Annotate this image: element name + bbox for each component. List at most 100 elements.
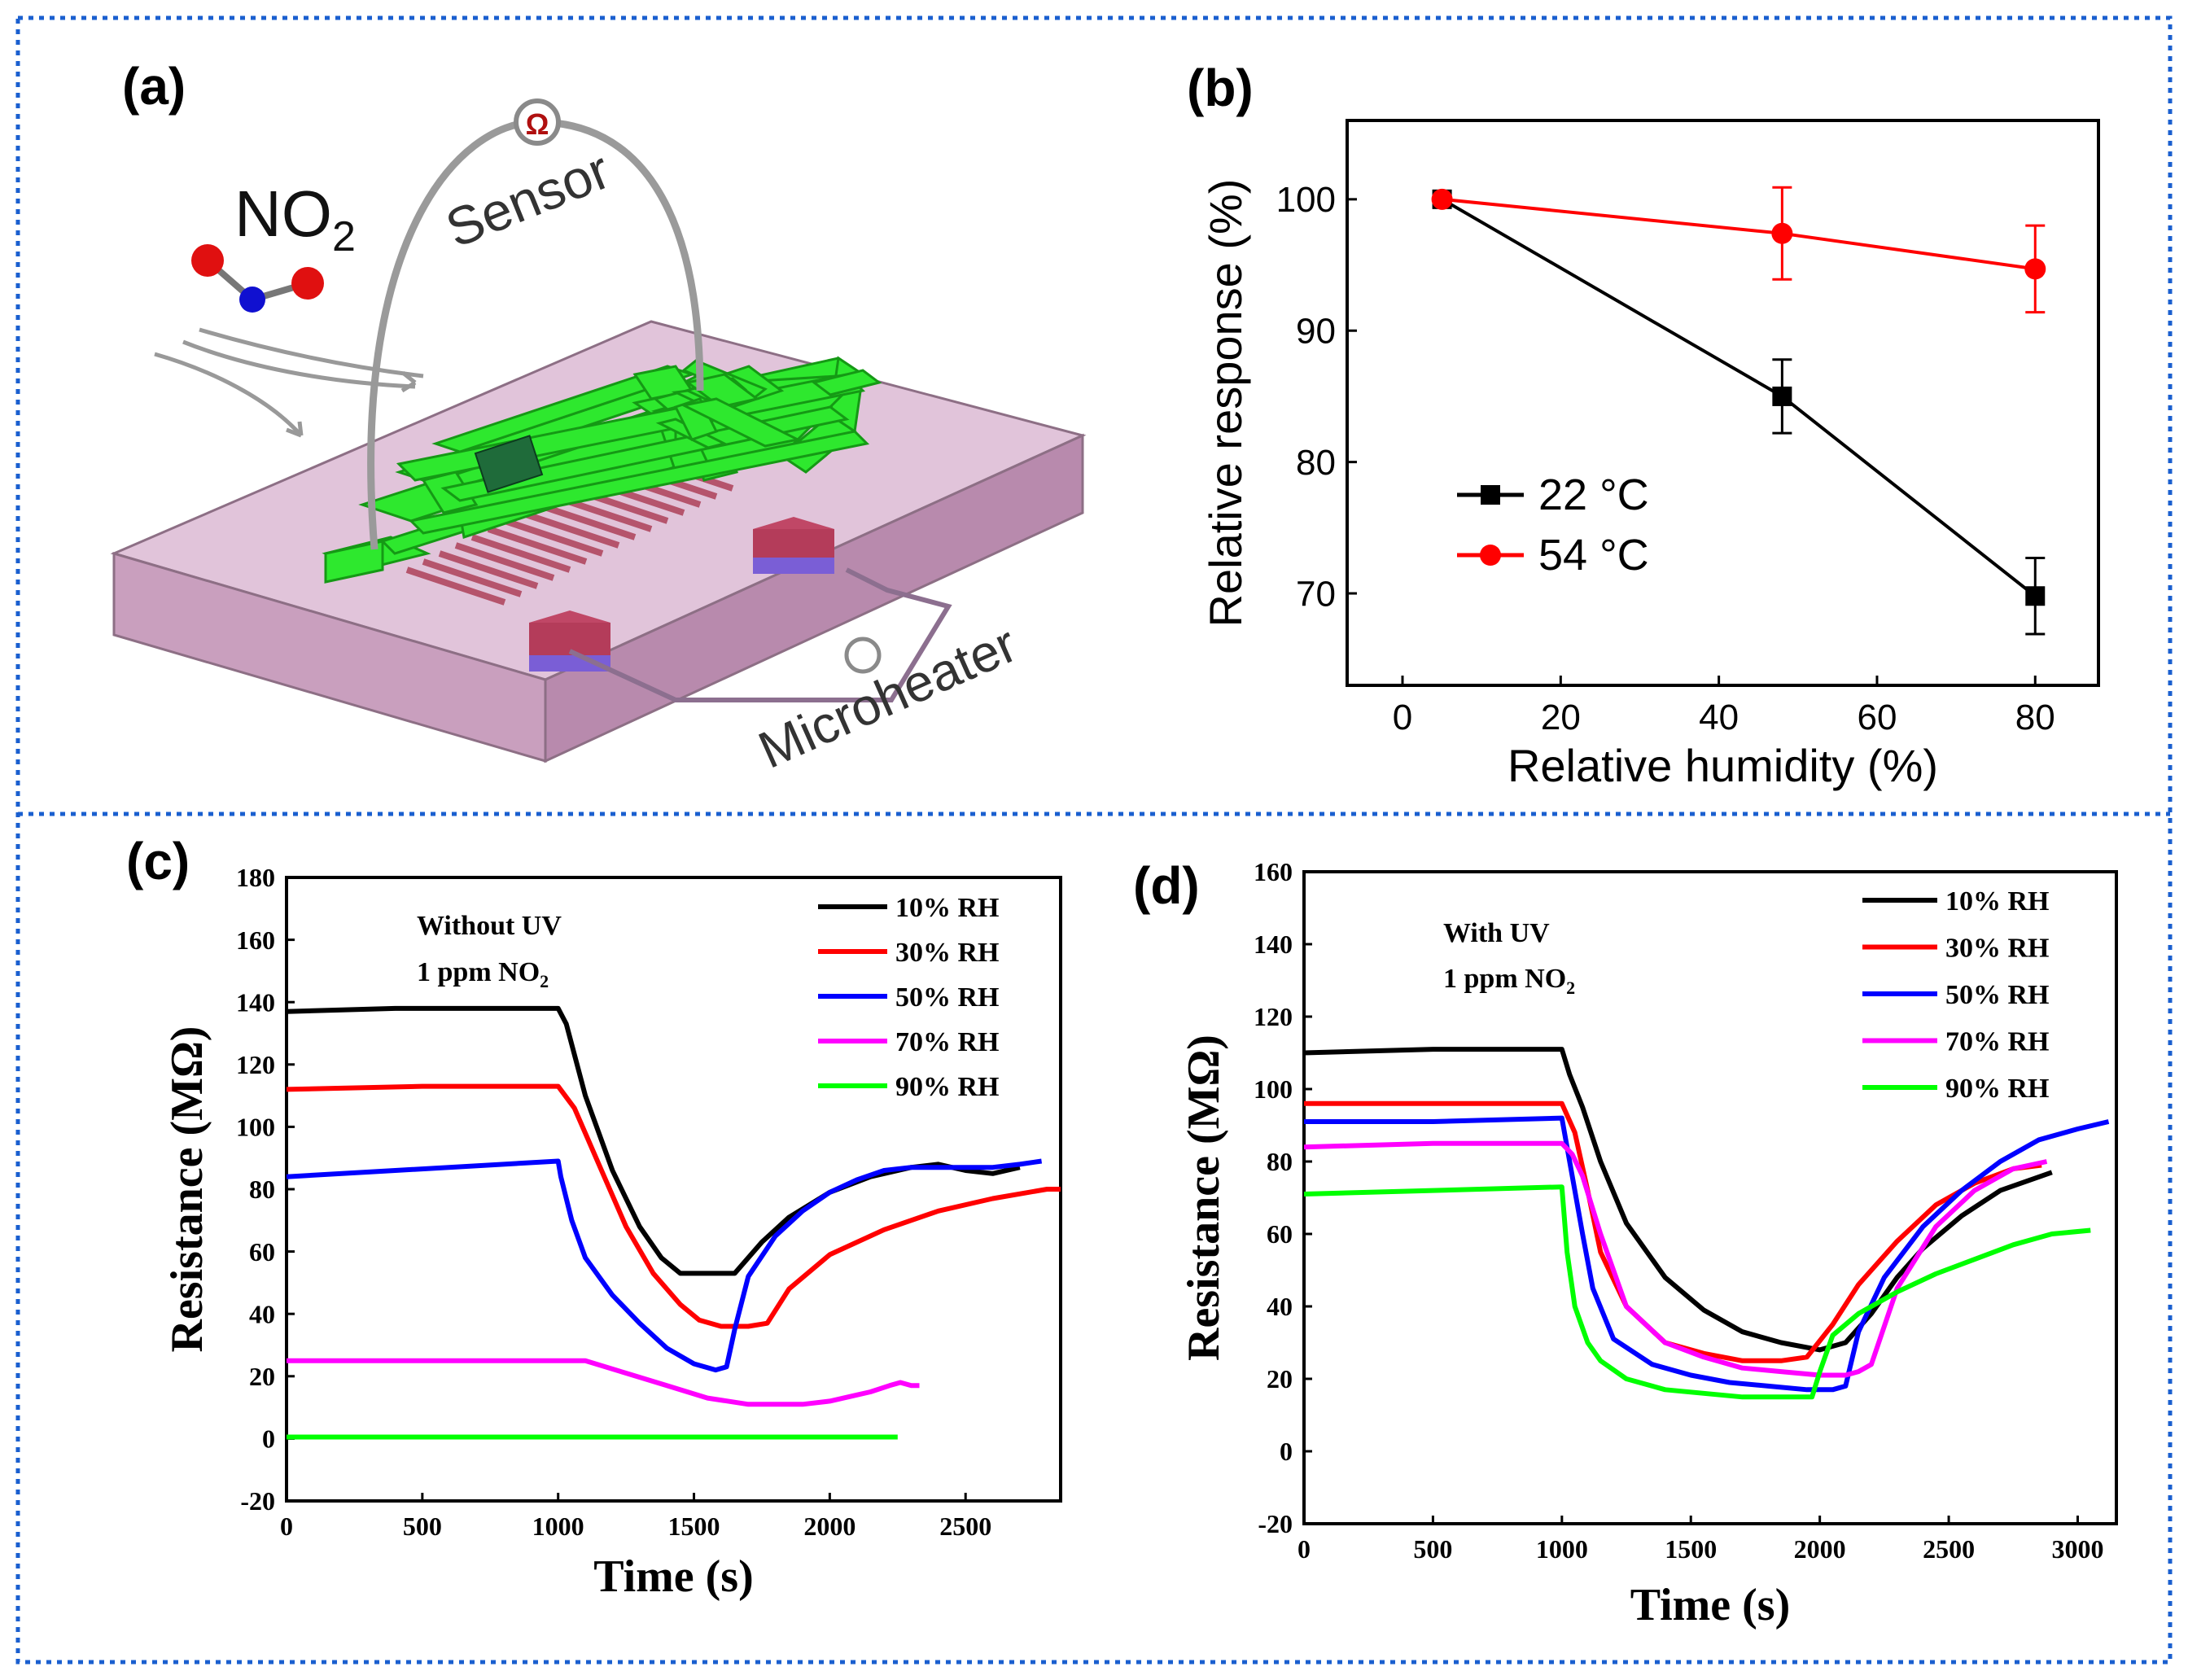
series-line-d-3 <box>1303 1140 2048 1378</box>
y-tick-label-c: 120 <box>236 1050 275 1079</box>
x-tick-label-b: 20 <box>1541 698 1581 737</box>
y-tick-label-d: 60 <box>1267 1219 1293 1249</box>
ohm-symbol-icon: Ω <box>526 107 549 141</box>
x-axis-label-c: Time (s) <box>593 1551 754 1602</box>
y-tick-label-c: -20 <box>240 1486 275 1516</box>
series-line-c-3 <box>287 1358 920 1407</box>
legend-marker-circle <box>1480 545 1501 566</box>
series-line-b-1 <box>1442 197 2036 271</box>
x-tick-label-b: 40 <box>1699 698 1739 737</box>
x-tick-label-d: 1000 <box>1536 1534 1588 1564</box>
series-line-c-0 <box>286 1005 1021 1276</box>
y-tick-label-c: 160 <box>236 925 275 955</box>
legend-marker-square <box>1481 485 1500 505</box>
data-point-square <box>1772 386 1792 406</box>
panel-b-chart: (b) 0 20 40 60 80 70 80 90 100 Relative humidity … <box>1187 59 2100 791</box>
y-tick-label-b: 90 <box>1296 312 1336 352</box>
y-tick-label-d: 20 <box>1267 1364 1293 1393</box>
legend-label-1: 54 °C <box>1538 531 1649 580</box>
y-tick-label-d: 80 <box>1267 1147 1293 1176</box>
legend-label-0: 22 °C <box>1538 470 1649 519</box>
y-tick-label-b: 100 <box>1276 180 1336 220</box>
data-point-circle <box>1771 222 1793 244</box>
panel-a-schematic: (a) <box>110 57 1087 780</box>
x-tick-label-c: 2500 <box>939 1512 991 1541</box>
panel-b-label: (b) <box>1187 59 1254 117</box>
y-axis-label-d: Resistance (MΩ) <box>1179 1035 1229 1361</box>
data-point-circle <box>1431 188 1453 210</box>
y-tick-label-d: 100 <box>1254 1074 1293 1104</box>
y-tick-label-c: 100 <box>236 1113 275 1142</box>
series-line-d-2 <box>1304 1115 2110 1393</box>
x-tick-label-d: 2000 <box>1794 1534 1846 1564</box>
series-line-d-0 <box>1303 1047 2053 1353</box>
data-point-square <box>2025 586 2046 606</box>
x-tick-label-d: 3000 <box>2051 1534 2103 1564</box>
plot-frame-b <box>1346 119 2100 687</box>
sensor-electrode <box>322 356 882 584</box>
panel-c-label: (c) <box>126 832 190 890</box>
panel-d-note-line1: With UV <box>1443 918 1550 948</box>
plot-frame-c <box>285 876 1062 1503</box>
legend-label-3: 70% RH <box>1945 1027 2050 1057</box>
y-tick-label-c: 60 <box>249 1237 275 1267</box>
legend-label-2: 50% RH <box>895 982 1000 1013</box>
series-line-c-1 <box>286 1083 1061 1329</box>
x-tick-label-c: 500 <box>403 1512 442 1541</box>
legend-label-0: 10% RH <box>1945 886 2050 917</box>
y-tick-label-d: 0 <box>1280 1437 1293 1466</box>
y-tick-label-d: 40 <box>1267 1292 1293 1321</box>
panel-c-note-line1: Without UV <box>417 911 562 941</box>
x-tick-label-b: 0 <box>1393 698 1412 737</box>
legend-label-4: 90% RH <box>1945 1074 2050 1104</box>
no2-label: NO2 <box>234 177 356 260</box>
x-axis-label-b: Relative humidity (%) <box>1508 740 1938 791</box>
panel-a-label: (a) <box>122 57 186 116</box>
no2-molecule-icon <box>191 244 324 313</box>
y-tick-label-c: 140 <box>236 987 275 1017</box>
legend-label-1: 30% RH <box>1945 934 2050 964</box>
y-tick-label-b: 70 <box>1296 574 1336 614</box>
y-tick-label-d: 160 <box>1254 857 1293 886</box>
heater-meter-icon <box>844 637 882 674</box>
panel-borders <box>15 15 2173 1665</box>
x-axis-label-d: Time (s) <box>1630 1580 1791 1630</box>
data-point-circle <box>2024 258 2046 280</box>
y-axis-label-c: Resistance (MΩ) <box>162 1026 212 1353</box>
x-tick-label-c: 1000 <box>532 1512 584 1541</box>
y-tick-label-c: 40 <box>249 1299 275 1328</box>
y-tick-label-d: 140 <box>1254 930 1293 959</box>
x-tick-label-b: 60 <box>1857 698 1897 737</box>
legend-label-4: 90% RH <box>895 1072 1000 1102</box>
panel-c-chart: (c) Without UV 1 ppm NO2 0 500 1000 1500 200… <box>126 832 1062 1602</box>
y-tick-label-c: 80 <box>249 1175 275 1204</box>
panel-d-label: (d) <box>1133 856 1200 915</box>
panel-d-chart: (d) With UV 1 ppm NO2 0 500 1000 1500 2000 25… <box>1133 856 2118 1630</box>
legend-label-1: 30% RH <box>895 938 1000 968</box>
heater-wire <box>568 567 952 702</box>
x-tick-label-d: 1500 <box>1665 1534 1717 1564</box>
gas-flow-arrows-icon <box>154 327 424 438</box>
x-tick-label-d: 500 <box>1413 1534 1452 1564</box>
y-tick-label-c: 0 <box>262 1424 275 1454</box>
y-tick-label-b: 80 <box>1296 443 1336 483</box>
legend-label-0: 10% RH <box>895 893 1000 923</box>
series-line-c-2 <box>286 1158 1043 1373</box>
series-line-d-1 <box>1304 1100 2042 1363</box>
y-tick-label-d: 120 <box>1254 1002 1293 1031</box>
panel-c-note-line2: 1 ppm NO2 <box>417 957 549 991</box>
legend-label-2: 50% RH <box>1945 980 2050 1010</box>
sensing-chip <box>474 435 544 493</box>
x-tick-label-d: 0 <box>1297 1534 1311 1564</box>
x-tick-label-d: 2500 <box>1923 1534 1975 1564</box>
series-line-d-4 <box>1303 1184 2091 1400</box>
panel-d-note-line2: 1 ppm NO2 <box>1443 964 1575 998</box>
x-tick-label-c: 2000 <box>803 1512 856 1541</box>
x-tick-label-c: 0 <box>280 1512 293 1541</box>
x-tick-label-b: 80 <box>2015 698 2055 737</box>
y-tick-label-d: -20 <box>1258 1509 1293 1538</box>
y-axis-label-b: Relative response (%) <box>1200 179 1251 628</box>
plot-frame-d <box>1302 870 2118 1525</box>
ohmmeter-icon <box>514 98 561 146</box>
